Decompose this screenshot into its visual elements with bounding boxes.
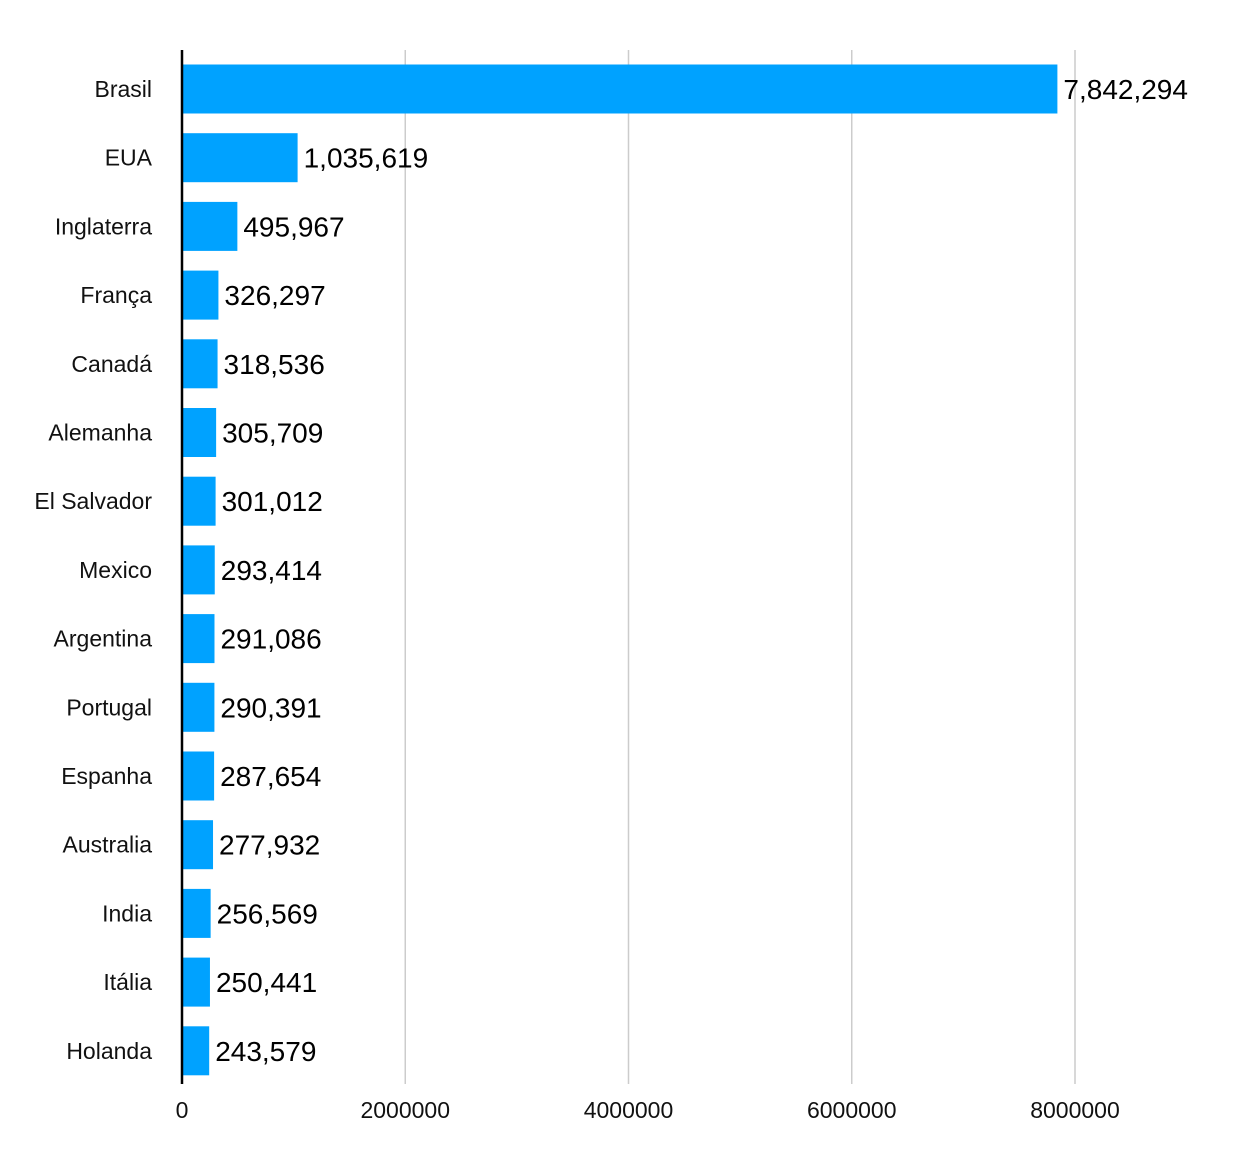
x-tick-labels: 0 2000000 4000000 6000000 8000000	[176, 1097, 1120, 1123]
category-label: Argentina	[54, 626, 153, 652]
category-label: Mexico	[79, 557, 152, 583]
bar-eua	[182, 133, 298, 183]
data-label: 250,441	[216, 967, 317, 998]
category-label: Holanda	[66, 1038, 152, 1064]
data-label: 277,932	[219, 830, 320, 861]
data-label: 7,842,294	[1063, 74, 1188, 105]
bar-canadá	[182, 339, 218, 389]
bar-mexico	[182, 545, 215, 595]
data-label: 291,086	[220, 624, 321, 655]
data-label: 318,536	[224, 349, 325, 380]
bar-el-salvador	[182, 476, 216, 526]
data-label: 305,709	[222, 418, 323, 449]
data-label: 495,967	[243, 211, 344, 242]
category-label: India	[102, 900, 152, 926]
data-label: 293,414	[221, 555, 322, 586]
category-label: Portugal	[66, 694, 152, 720]
bar-holanda	[182, 1026, 210, 1076]
category-label: Espanha	[61, 763, 152, 789]
data-label: 243,579	[215, 1036, 316, 1067]
data-label: 287,654	[220, 761, 321, 792]
x-tick-label: 6000000	[807, 1097, 897, 1123]
category-label: Alemanha	[48, 420, 152, 446]
category-label: EUA	[105, 145, 153, 171]
x-tick-label: 2000000	[360, 1097, 450, 1123]
bar-india	[182, 888, 211, 938]
bar-itália	[182, 957, 210, 1007]
data-labels: 7,842,294 1,035,619 495,967 326,297 318,536 3…	[215, 74, 1188, 1067]
bar-espanha	[182, 751, 215, 801]
data-label: 256,569	[217, 898, 318, 929]
category-label: El Salvador	[34, 488, 152, 514]
grid-lines	[404, 50, 1076, 1084]
category-label: Inglaterra	[55, 213, 152, 239]
data-label: 290,391	[220, 692, 321, 723]
x-tick-label: 4000000	[584, 1097, 674, 1123]
bar-frança	[182, 270, 219, 320]
category-labels: Brasil EUA Inglaterra França Canadá Alemanha E…	[34, 76, 152, 1064]
x-tick-label: 8000000	[1030, 1097, 1120, 1123]
category-label: Canadá	[71, 351, 152, 377]
data-label: 1,035,619	[304, 143, 429, 174]
bars	[182, 64, 1058, 1076]
data-label: 326,297	[224, 280, 325, 311]
bar-alemanha	[182, 408, 217, 457]
bar-argentina	[182, 614, 215, 664]
category-label: Itália	[103, 969, 152, 995]
x-tick-label: 0	[176, 1097, 189, 1123]
category-label: Australia	[63, 832, 153, 858]
data-label: 301,012	[222, 486, 323, 517]
bar-inglaterra	[182, 201, 238, 251]
category-label: Brasil	[94, 76, 152, 102]
bar-australia	[182, 820, 214, 870]
category-label: França	[80, 282, 152, 308]
bar-brasil	[182, 64, 1058, 114]
bar-portugal	[182, 682, 215, 732]
